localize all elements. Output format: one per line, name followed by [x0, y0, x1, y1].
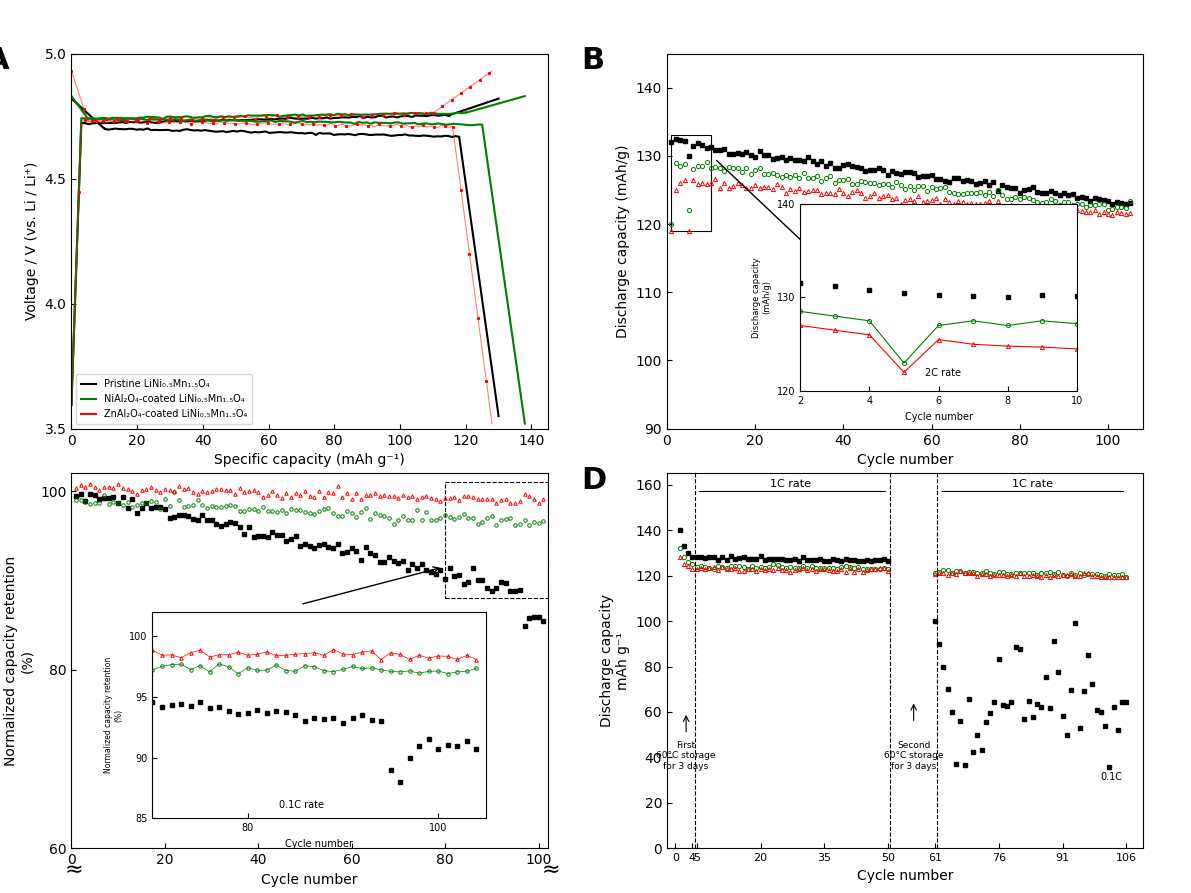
Y-axis label: Normalized capacity retention
(%): Normalized capacity retention (%): [5, 555, 35, 766]
Bar: [672, 136, 711, 231]
Text: 0.1C: 0.1C: [1100, 772, 1123, 782]
Text: Second
60°C storage
for 3 days: Second 60°C storage for 3 days: [884, 741, 943, 771]
Text: B: B: [581, 46, 604, 75]
Text: $\approx$: $\approx$: [537, 858, 559, 879]
X-axis label: Cycle number: Cycle number: [261, 872, 358, 887]
X-axis label: Cycle number: Cycle number: [856, 869, 954, 883]
Text: A: A: [0, 46, 10, 75]
Text: D: D: [581, 466, 606, 495]
X-axis label: Specific capacity (mAh g⁻¹): Specific capacity (mAh g⁻¹): [214, 453, 405, 467]
X-axis label: Cycle number: Cycle number: [856, 453, 954, 467]
Text: $\approx$: $\approx$: [61, 858, 82, 879]
Y-axis label: Discharge capacity (mAh/g): Discharge capacity (mAh/g): [616, 145, 630, 338]
Y-axis label: Discharge capacity
mAh g⁻¹: Discharge capacity mAh g⁻¹: [600, 595, 630, 727]
Text: 1C rate: 1C rate: [769, 479, 811, 489]
Legend: Pristine LiNi₀.₅Mn₁.₅O₄, NiAl₂O₄-coated LiNi₀.₅Mn₁.₅O₄, ZnAl₂O₄-coated LiNi₀.₅Mn: Pristine LiNi₀.₅Mn₁.₅O₄, NiAl₂O₄-coated …: [76, 374, 251, 424]
Text: 1C rate: 1C rate: [1012, 479, 1053, 489]
Text: First
60°C storage
for 3 days: First 60°C storage for 3 days: [656, 741, 716, 771]
Y-axis label: Voltage / V (vs. Li / Li⁺): Voltage / V (vs. Li / Li⁺): [25, 162, 39, 321]
